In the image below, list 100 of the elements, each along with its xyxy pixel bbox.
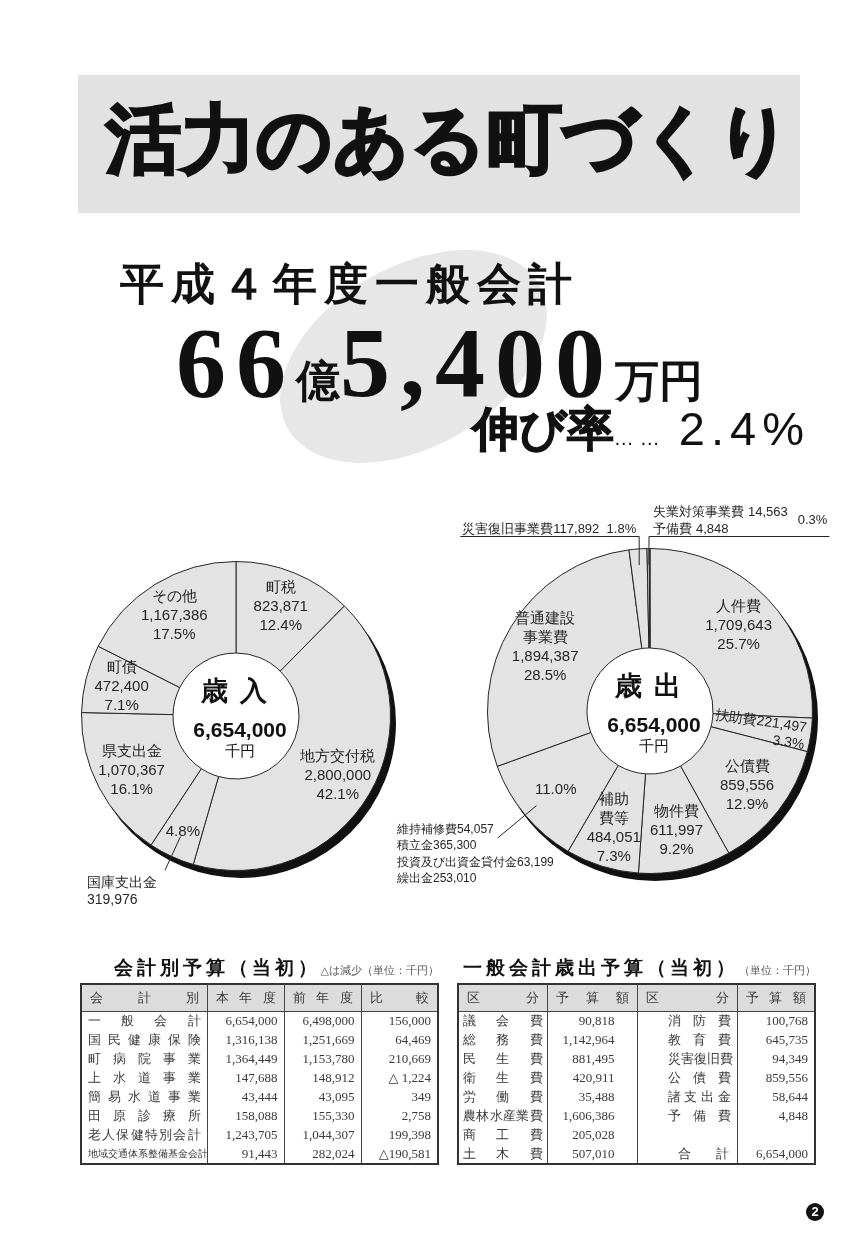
data-label: 58,644 [737,1087,815,1107]
text: 会計別 [81,984,207,1012]
category-label: 衛生費 [458,1068,547,1088]
text: 区分 [467,990,539,1005]
text: 11.0% [535,779,577,797]
slice-label: 補助費等 [598,789,629,826]
slice-label: 県支出金 [101,741,162,759]
text: （単位：千円） [739,964,816,976]
data-label: 1,044,307 [284,1125,361,1145]
text: △は減少（単位：千円） [320,964,439,976]
text: 維持補修費54,057 積立金365,300 投資及び出資金貸付金63,199 繰出金253,010 [396,821,555,886]
data-label: 1,894,387 28.5% [511,646,579,683]
category-label: 農林水産業費 [458,1106,547,1126]
data-label: 319,976 [86,891,138,908]
data-label: 1,316,138 [207,1030,284,1050]
category-label: 予備費 [637,1106,737,1126]
category-label: 公債費 [637,1068,737,1088]
data-label: 210,669 [361,1049,438,1069]
slice-label: 町税 [265,578,296,596]
slice-label: 人件費 [716,597,762,615]
data-label: 43,095 [284,1087,361,1107]
data-label: 117,892 1.8% [553,520,637,536]
category-label: 教育費 [637,1030,737,1050]
text: 2 [806,1203,824,1221]
data-label: 6,498,000 [284,1011,361,1031]
data-label: 147,688 [207,1068,284,1088]
category-label: 土木費 [458,1144,547,1164]
text: 区分 [637,984,737,1012]
data-label: 4,848 [696,520,729,536]
text: 前年度 [284,984,361,1012]
text: 比較 [361,984,438,1012]
data-label: △ 1,224 [361,1068,438,1088]
data-label: 158,088 [207,1106,284,1126]
text: 予算額 [547,984,637,1012]
data-label: 1,142,964 [547,1030,637,1050]
data-label: 156,000 [361,1011,438,1031]
category-label: 諸支出金 [637,1087,737,1107]
category-label: 議会費 [458,1011,547,1031]
text: 本年度 [207,984,284,1012]
slice-label: その他 [151,586,197,604]
data-label: 472,400 7.1% [94,677,149,714]
text: 0.3% [797,512,828,527]
data-label: 1,243,705 [207,1125,284,1145]
category-label: 合計 [637,1144,737,1164]
text: 6,654,000 千円 [607,712,701,754]
data-label: 2,758 [361,1106,438,1126]
data-label: 507,010 [547,1144,637,1164]
text: 平成４年度一般会計 [120,259,579,308]
slice-label: 扶助費221,497 3.3% [713,705,809,753]
category-label: 災害復旧費 [637,1049,737,1069]
text: 予算額 [745,990,806,1005]
category-label: 上水道事業 [81,1068,207,1088]
data-label: 859,556 [737,1068,815,1088]
category-label: 消防費 [637,1011,737,1031]
data-label: 64,469 [361,1030,438,1050]
slice-label: 失業対策事業費 [653,503,744,519]
data-label: 6,654,000 [737,1144,815,1164]
category-label: 地域交通体系整備基金会計 [81,1144,208,1164]
data-label: 645,735 [737,1030,815,1050]
data-label: 6,654,000 [207,1011,284,1031]
data-label: 199,398 [361,1125,438,1145]
slice-label: 公債費 [724,757,770,775]
data-label: 420,911 [547,1068,637,1088]
data-label: 35,488 [547,1087,637,1107]
category-label: 老人保健特別会計 [81,1125,207,1145]
data-label: 91,443 [207,1144,284,1164]
data-label: 349 [361,1087,438,1107]
data-label: 859,556 12.9% [719,776,775,813]
category-label: 総務費 [458,1030,547,1050]
slice-label: 予備費 [653,520,692,536]
text: 一般会計歳出予算（当初） [463,957,739,978]
data-label: 1,251,669 [284,1030,361,1050]
data-label: 484,051 7.3% [586,827,641,864]
data-label: 1,167,386 17.5% [140,605,208,642]
category-label: 一般会計 [81,1011,207,1031]
data-label: 155,330 [284,1106,361,1126]
text: 会計別予算（当初） [113,957,321,978]
data-label: 4,848 [737,1106,815,1126]
category-label: 労働費 [458,1087,547,1107]
data-label: 282,024 [284,1144,361,1164]
data-label: 100,768 [737,1011,815,1031]
slice-label: 普通建設事業費 [515,608,576,645]
data-label: 43,444 [207,1087,284,1107]
data-label: 205,028 [547,1125,637,1145]
data-label: 823,871 12.4% [253,597,308,634]
text: 活力のある町づくり [106,97,793,181]
text: 6,654,000 千円 [193,717,287,759]
text: 歳出 [614,670,694,701]
category-label: 商工費 [458,1125,547,1145]
category-label: 田原診療所 [81,1106,207,1126]
data-label: △190,581 [361,1144,438,1164]
data-label: 94,349 [737,1049,815,1069]
slice-label: 地方交付税 [299,746,376,764]
data-label: 1,364,449 [207,1049,284,1069]
category-label: 簡易水道事業 [81,1087,207,1107]
data-label: 1,153,780 [284,1049,361,1069]
slice-label: 国庫支出金 [86,874,157,891]
data-label: 1,606,386 [547,1106,637,1126]
data-label: 881,495 [547,1049,637,1069]
data-label: 1,070,367 16.1% [98,760,165,797]
